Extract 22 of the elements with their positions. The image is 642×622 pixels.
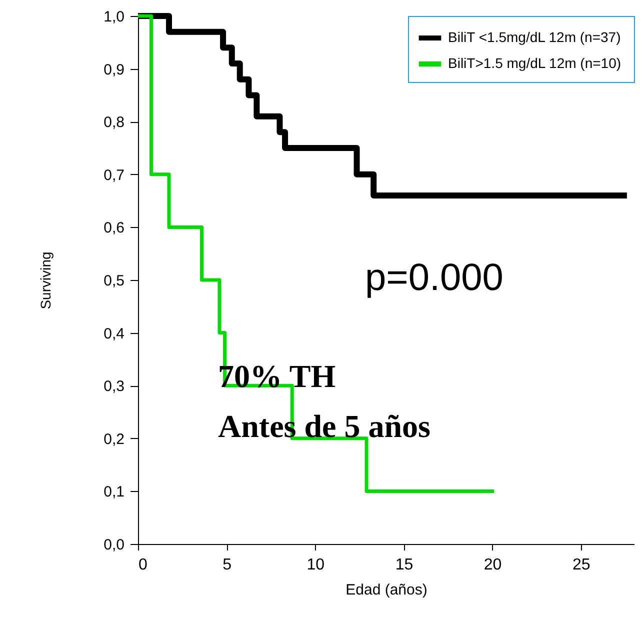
y-tick-label: 1,0 — [104, 8, 124, 26]
y-tick-label: 0,5 — [104, 272, 124, 290]
x-tick-label: 15 — [395, 556, 414, 574]
y-tick-label: 0,0 — [104, 536, 124, 554]
y-tick-label: 0,9 — [104, 61, 124, 78]
y-tick-label: 0,1 — [104, 484, 124, 501]
y-tick-label: 0,7 — [104, 166, 124, 184]
y-tick-label: 0,3 — [104, 378, 124, 396]
legend-label: BiliT <1.5mg/dL 12m (n=37) — [448, 29, 621, 45]
y-tick-label: 0,6 — [104, 220, 124, 237]
x-tick-label: 20 — [484, 556, 502, 574]
annotation: p=0.000 — [365, 257, 504, 299]
x-tick-label: 10 — [306, 556, 325, 574]
x-tick-label: 5 — [222, 556, 232, 574]
x-axis-title: Edad (años) — [346, 582, 428, 598]
y-tick-label: 0,4 — [104, 325, 124, 342]
y-tick-label: 0,8 — [104, 114, 124, 132]
y-axis-title: Surviving — [38, 252, 54, 310]
legend-label: BiliT>1.5 mg/dL 12m (n=10) — [448, 55, 622, 71]
x-tick-label: 25 — [572, 556, 590, 574]
y-tick-label: 0,2 — [104, 430, 124, 448]
x-tick-label: 0 — [138, 556, 148, 574]
